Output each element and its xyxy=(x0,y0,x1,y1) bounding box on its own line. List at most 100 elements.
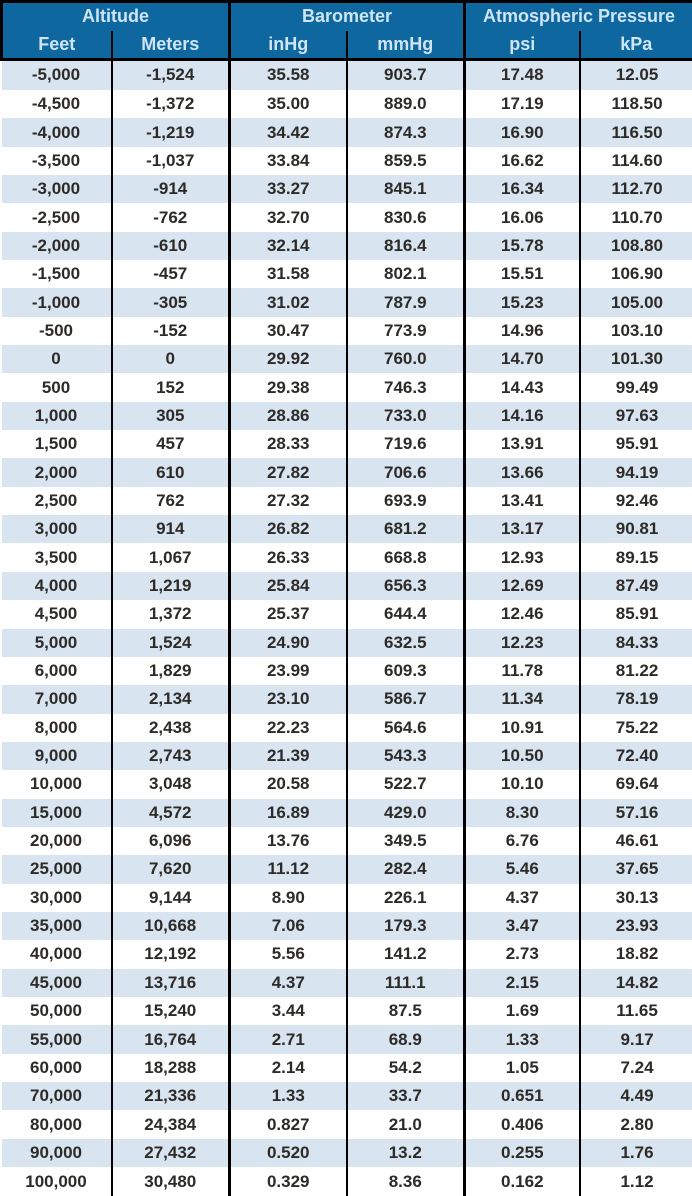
table-row: 8,000 2,438 22.23 564.6 10.91 75.22 xyxy=(1,713,692,742)
table-cell: 11.12 xyxy=(228,855,347,884)
table-cell: 4,500 xyxy=(1,600,112,629)
table-cell: 14.70 xyxy=(463,345,580,374)
table-cell: 70,000 xyxy=(1,1082,112,1111)
table-row: 6,000 1,829 23.99 609.3 11.78 81.22 xyxy=(1,656,692,686)
table-row: 15,000 4,572 16.89 429.0 8.30 57.16 xyxy=(1,798,692,827)
table-cell: 33.7 xyxy=(345,1082,465,1111)
table-cell: 903.7 xyxy=(345,59,465,90)
table-cell: 103.10 xyxy=(578,316,692,346)
table-cell: 87.5 xyxy=(345,996,465,1026)
table-row: 60,000 18,288 2.14 54.2 1.05 7.24 xyxy=(1,1053,692,1083)
table-cell: -305 xyxy=(110,288,230,317)
table-cell: 349.5 xyxy=(345,826,465,856)
table-cell: 68.9 xyxy=(345,1025,465,1054)
table-cell: 5.46 xyxy=(463,855,580,884)
table-cell: 760.0 xyxy=(345,345,465,374)
table-cell: -914 xyxy=(110,175,230,204)
table-cell: 14.43 xyxy=(463,373,580,402)
table-cell: 0.329 xyxy=(228,1167,347,1196)
table-body: -5,000 -1,524 35.58 903.7 17.48 12.05 -4,500 -1… xyxy=(1,59,692,1196)
table-cell: 89.15 xyxy=(578,543,692,572)
table-row: 30,000 9,144 8.90 226.1 4.37 30.13 xyxy=(1,883,692,912)
table-cell: 7,620 xyxy=(110,855,230,884)
table-cell: 4,572 xyxy=(110,798,230,827)
table-cell: 14.16 xyxy=(463,401,580,431)
table-cell: 40,000 xyxy=(1,940,112,969)
table-cell: 10,000 xyxy=(1,770,112,799)
table-cell: 84.33 xyxy=(578,628,692,657)
table-cell: 5,000 xyxy=(1,628,112,657)
table-cell: 889.0 xyxy=(345,89,465,119)
table-row: 70,000 21,336 1.33 33.7 0.651 4.49 xyxy=(1,1082,692,1111)
table-cell: 72.40 xyxy=(578,741,692,771)
table-cell: 3.47 xyxy=(463,911,580,941)
table-cell: 9,000 xyxy=(1,741,112,771)
table-cell: 1.69 xyxy=(463,996,580,1026)
table-cell: 37.65 xyxy=(578,855,692,884)
table-row: -2,000 -610 32.14 816.4 15.78 108.80 xyxy=(1,231,692,261)
table-cell: 100,000 xyxy=(1,1167,112,1196)
table-cell: 2.71 xyxy=(228,1025,347,1054)
table-cell: 12.05 xyxy=(578,59,692,90)
table-cell: 16,764 xyxy=(110,1025,230,1054)
table-row: -4,000 -1,219 34.42 874.3 16.90 116.50 xyxy=(1,118,692,147)
table-cell: 2.14 xyxy=(228,1053,347,1083)
table-cell: 23.93 xyxy=(578,911,692,941)
table-cell: 2,000 xyxy=(1,458,112,487)
table-cell: 2,500 xyxy=(1,486,112,516)
table-cell: 1.12 xyxy=(578,1167,692,1196)
table-cell: 10,668 xyxy=(110,911,230,941)
table-cell: -1,219 xyxy=(110,118,230,147)
table-cell: 25.37 xyxy=(228,600,347,629)
table-cell: 25.84 xyxy=(228,571,347,601)
table-cell: 13,716 xyxy=(110,968,230,997)
table-cell: 112.70 xyxy=(578,175,692,204)
table-row: 5,000 1,524 24.90 632.5 12.23 84.33 xyxy=(1,628,692,657)
table-cell: 30.13 xyxy=(578,883,692,912)
table-row: -4,500 -1,372 35.00 889.0 17.19 118.50 xyxy=(1,89,692,119)
table-cell: -5,000 xyxy=(1,59,112,90)
table-cell: 26.33 xyxy=(228,543,347,572)
table-row: 25,000 7,620 11.12 282.4 5.46 37.65 xyxy=(1,855,692,884)
table-cell: 110.70 xyxy=(578,203,692,232)
table-cell: 522.7 xyxy=(345,770,465,799)
table-cell: 99.49 xyxy=(578,373,692,402)
table-row: 80,000 24,384 0.827 21.0 0.406 2.80 xyxy=(1,1110,692,1139)
table-cell: 75.22 xyxy=(578,713,692,742)
table-cell: 874.3 xyxy=(345,118,465,147)
table-cell: 13.2 xyxy=(345,1138,465,1168)
table-cell: 706.6 xyxy=(345,458,465,487)
table-cell: -2,500 xyxy=(1,203,112,232)
table-cell: 2.73 xyxy=(463,940,580,969)
table-cell: -1,524 xyxy=(110,59,230,90)
table-row: 1,500 457 28.33 719.6 13.91 95.91 xyxy=(1,430,692,459)
table-cell: 152 xyxy=(110,373,230,402)
table-cell: 8.90 xyxy=(228,883,347,912)
table-cell: 20,000 xyxy=(1,826,112,856)
table-cell: 32.70 xyxy=(228,203,347,232)
table-row: 3,000 914 26.82 681.2 13.17 90.81 xyxy=(1,515,692,544)
table-cell: 28.86 xyxy=(228,401,347,431)
table-cell: -500 xyxy=(1,316,112,346)
table-cell: 35.58 xyxy=(228,59,347,90)
group-header-barometer: Barometer xyxy=(227,0,465,31)
table-cell: 7.06 xyxy=(228,911,347,941)
table-cell: 1,219 xyxy=(110,571,230,601)
table-cell: 15.51 xyxy=(463,260,580,289)
table-cell: 0 xyxy=(110,345,230,374)
table-cell: -3,000 xyxy=(1,175,112,204)
table-cell: 11.34 xyxy=(463,685,580,714)
table-cell: 0.162 xyxy=(463,1167,580,1196)
table-cell: 2,134 xyxy=(110,685,230,714)
table-cell: -762 xyxy=(110,203,230,232)
table-cell: 13.76 xyxy=(228,826,347,856)
table-row: -500 -152 30.47 773.9 14.96 103.10 xyxy=(1,316,692,346)
table-cell: 12.46 xyxy=(463,600,580,629)
table-row: -1,000 -305 31.02 787.9 15.23 105.00 xyxy=(1,288,692,317)
table-row: 55,000 16,764 2.71 68.9 1.33 9.17 xyxy=(1,1025,692,1054)
table-row: -3,500 -1,037 33.84 859.5 16.62 114.60 xyxy=(1,146,692,176)
table-cell: 179.3 xyxy=(345,911,465,941)
column-header-psi: psi xyxy=(463,30,580,61)
table-cell: 2.15 xyxy=(463,968,580,997)
